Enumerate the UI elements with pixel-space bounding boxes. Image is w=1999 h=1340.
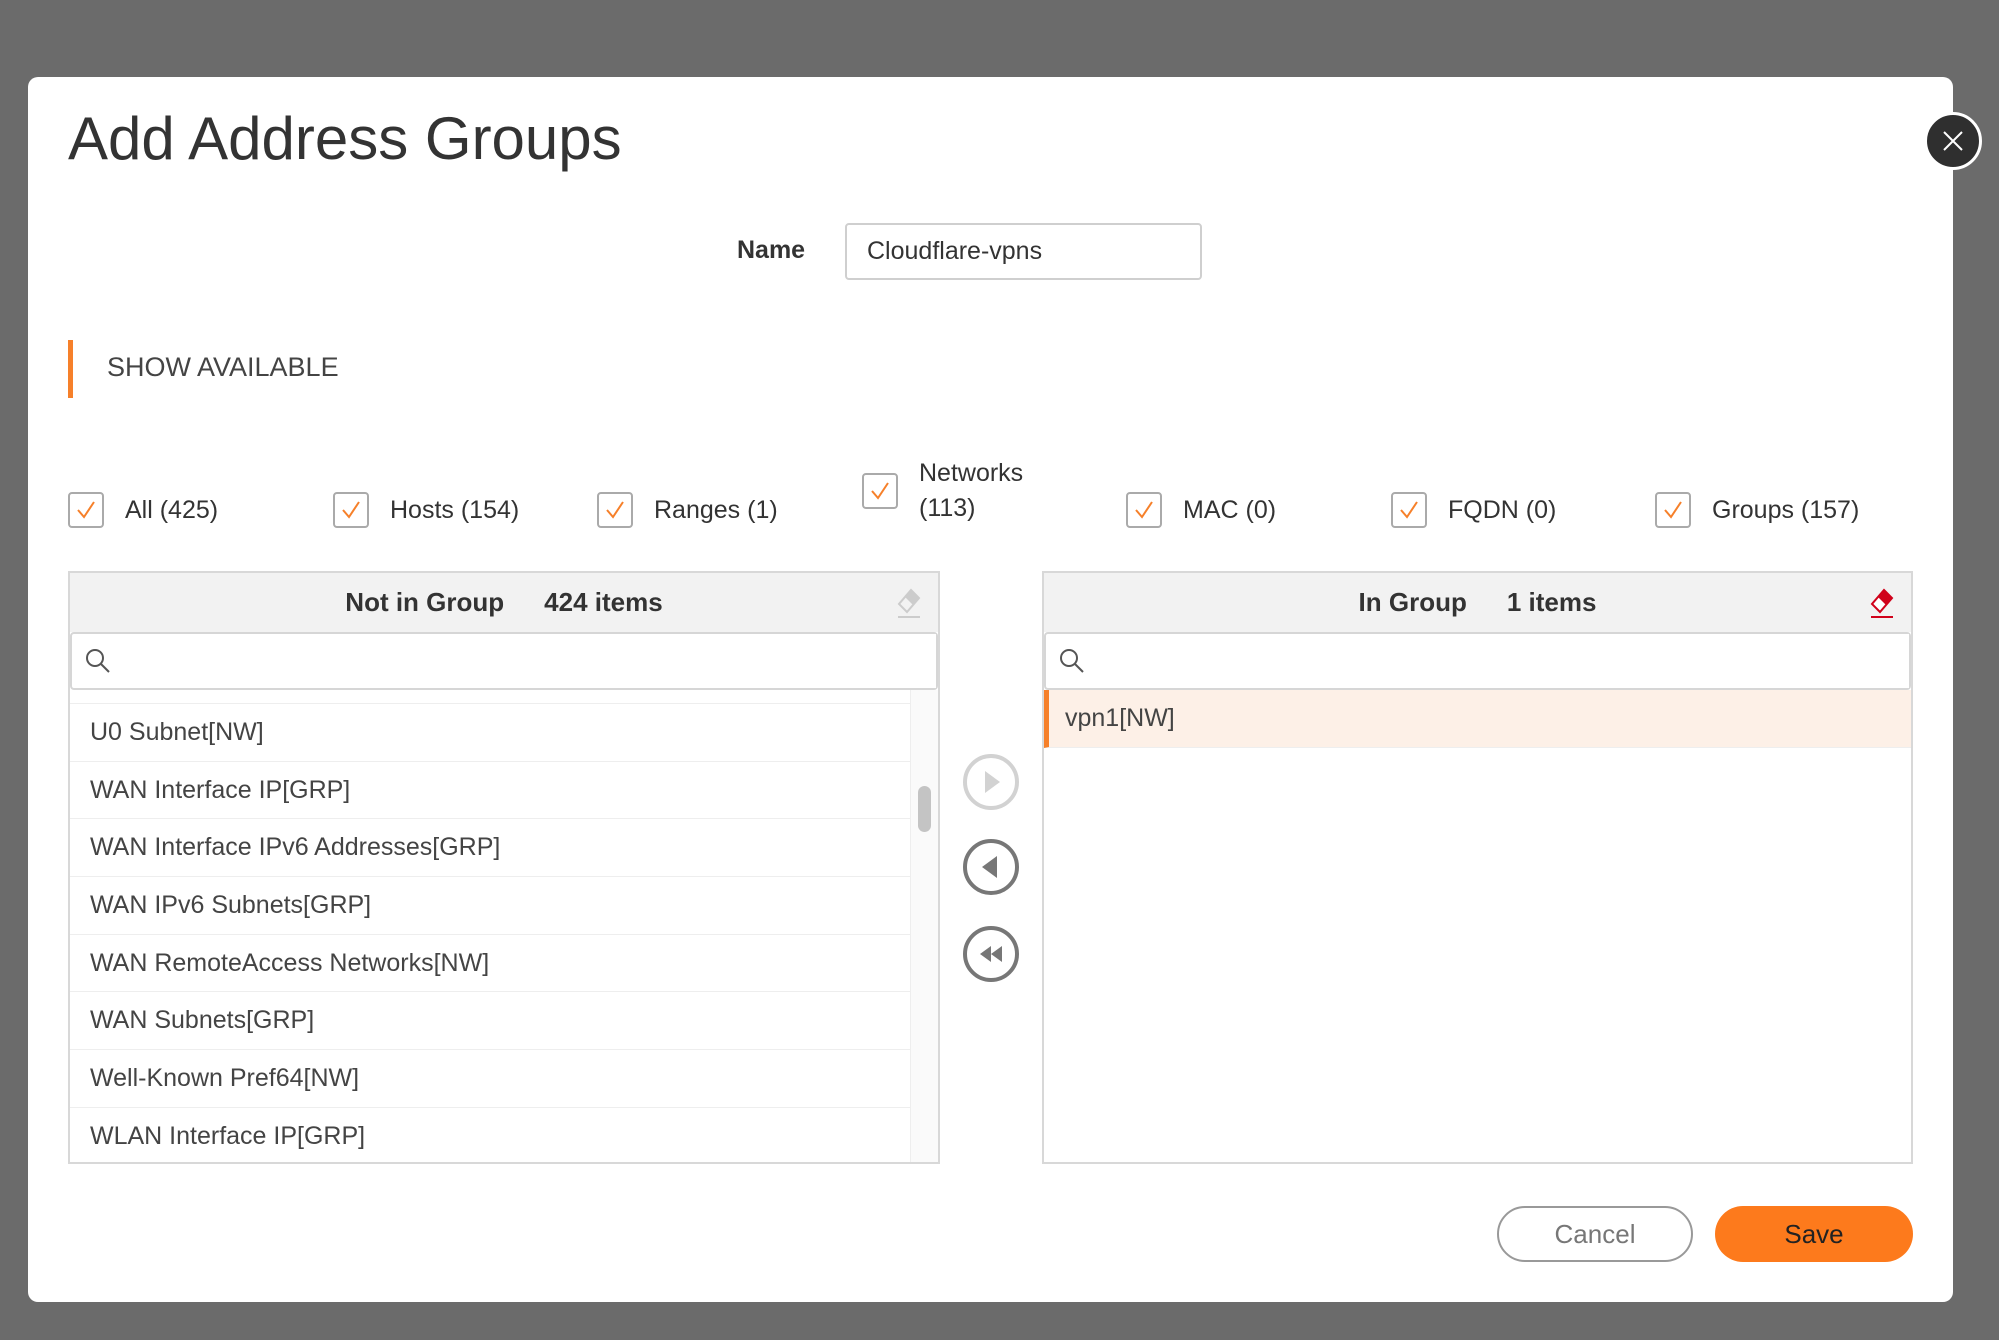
checkbox[interactable] xyxy=(333,492,369,528)
list-item[interactable]: WLAN Interface IP[GRP] xyxy=(70,1108,910,1162)
list-item[interactable]: U0 Subnet[NW] xyxy=(70,704,910,762)
filter-label: Hosts (154) xyxy=(390,495,520,524)
filter-label: All (425) xyxy=(125,495,219,524)
move-left-button[interactable] xyxy=(962,838,1020,896)
cancel-button[interactable]: Cancel xyxy=(1497,1206,1693,1262)
list-item[interactable]: Well-Known Pref64[NW] xyxy=(70,1050,910,1108)
name-label: Name xyxy=(737,236,806,264)
checkmark-icon xyxy=(77,501,95,519)
in-group-search[interactable] xyxy=(1044,632,1911,690)
checkbox[interactable] xyxy=(862,473,898,509)
filter-label: Networks xyxy=(919,459,1024,487)
dialog-title: Add Address Groups xyxy=(68,105,622,172)
not-in-group-panel: Not in Group 424 items U0 Subnet[NW] WAN … xyxy=(68,571,940,1164)
close-button[interactable] xyxy=(1924,112,1982,170)
eraser-icon[interactable] xyxy=(894,587,924,619)
filter-label: Groups (157) xyxy=(1712,495,1860,524)
checkmark-icon xyxy=(606,501,624,519)
checkbox[interactable] xyxy=(1391,492,1427,528)
filter-checkbox[interactable]: Ranges (1) xyxy=(597,492,778,528)
close-icon xyxy=(1943,131,1963,151)
checkmark-icon xyxy=(342,501,360,519)
save-button[interactable]: Save xyxy=(1715,1206,1913,1262)
checkbox[interactable] xyxy=(1655,492,1691,528)
checkbox[interactable] xyxy=(597,492,633,528)
checkbox[interactable] xyxy=(1126,492,1162,528)
filter-label: Ranges (1) xyxy=(654,495,778,524)
section-accent-bar xyxy=(68,340,73,398)
not-in-group-header: Not in Group 424 items xyxy=(70,573,938,632)
list-item[interactable]: WAN Subnets[GRP] xyxy=(70,992,910,1051)
list-item[interactable]: WAN RemoteAccess Networks[NW] xyxy=(70,935,910,993)
checkmark-icon xyxy=(1135,501,1153,519)
in-group-panel: In Group 1 items vpn1[NW] xyxy=(1042,571,1913,1164)
list-item[interactable]: WAN IPv6 Subnets[GRP] xyxy=(70,877,910,935)
scrollbar[interactable] xyxy=(910,690,938,1162)
in-group-list: vpn1[NW] xyxy=(1044,690,1911,1162)
filter-checkbox[interactable]: MAC (0) xyxy=(1126,492,1276,528)
name-input[interactable] xyxy=(845,223,1202,280)
not-in-group-search[interactable] xyxy=(70,632,938,690)
checkbox[interactable] xyxy=(68,492,104,528)
filter-checkbox[interactable]: Groups (157) xyxy=(1655,492,1859,528)
filter-checkbox[interactable]: Networks (113) xyxy=(862,456,1023,526)
move-right-button[interactable] xyxy=(962,753,1020,811)
in-group-search-input[interactable] xyxy=(1096,634,1909,688)
scrollbar-thumb[interactable] xyxy=(918,786,931,832)
search-icon xyxy=(86,649,110,673)
not-in-group-count: 424 items xyxy=(544,587,663,617)
list-item-selected[interactable]: vpn1[NW] xyxy=(1044,690,1911,748)
not-in-group-list: U0 Subnet[NW] WAN Interface IP[GRP] WAN In… xyxy=(70,690,938,1162)
in-group-count: 1 items xyxy=(1506,587,1597,617)
filter-checkbox[interactable]: FQDN (0) xyxy=(1391,492,1556,528)
in-group-title: In Group xyxy=(1358,587,1467,617)
move-all-left-button[interactable] xyxy=(962,925,1020,983)
checkmark-icon xyxy=(1400,501,1418,519)
filter-checkbox[interactable]: Hosts (154) xyxy=(333,492,519,528)
filter-label: FQDN (0) xyxy=(1448,495,1557,524)
list-item[interactable]: WAN Interface IP[GRP] xyxy=(70,762,910,820)
not-in-group-title: Not in Group xyxy=(345,587,505,617)
not-in-group-search-input[interactable] xyxy=(122,634,936,688)
show-available-heading: SHOW AVAILABLE xyxy=(107,352,339,382)
search-icon xyxy=(1060,649,1084,673)
filter-label: (113) xyxy=(919,494,976,522)
in-group-header: In Group 1 items xyxy=(1044,573,1911,632)
list-item[interactable]: WAN Interface IPv6 Addresses[GRP] xyxy=(70,819,910,878)
eraser-icon[interactable] xyxy=(1867,587,1897,619)
filter-checkbox[interactable]: All (425) xyxy=(68,492,218,528)
checkmark-icon xyxy=(871,482,889,500)
filter-label: MAC (0) xyxy=(1183,495,1277,524)
checkmark-icon xyxy=(1664,501,1682,519)
